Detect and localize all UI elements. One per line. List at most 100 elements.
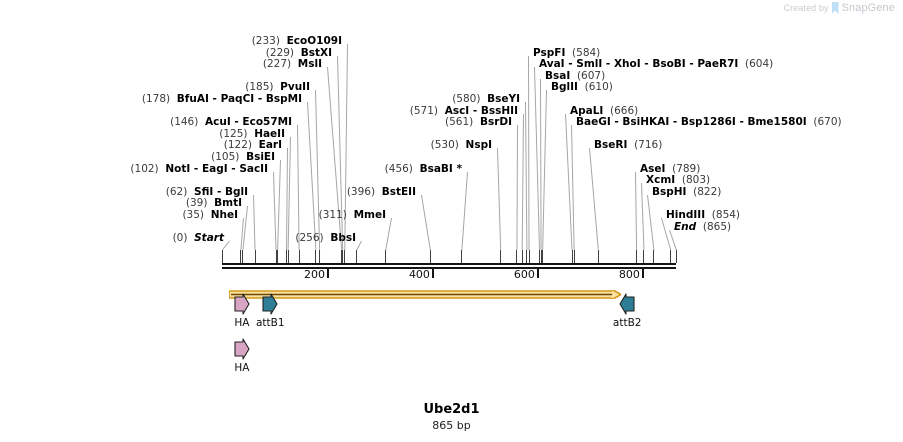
enzyme-position: (789) (672, 162, 701, 175)
ruler-tick-label: 800 (618, 268, 640, 281)
ruler-tick (431, 269, 434, 278)
enzyme-name: BsaBI * (419, 162, 462, 175)
enzyme-position: (311) (318, 209, 347, 221)
enzyme-label[interactable]: (122) EarI (224, 139, 282, 151)
enzyme-label[interactable]: (530) NspI (431, 139, 492, 151)
feature-label: attB2 (612, 317, 642, 329)
sequence-length: 865 bp (432, 419, 471, 432)
feature-arrow-ha[interactable] (234, 338, 250, 360)
enzyme-label[interactable]: End (865) (674, 221, 731, 233)
enzyme-label[interactable]: (178) BfuAI - PaqCI - BspMI (141, 93, 302, 105)
cut-site-tick (653, 250, 655, 263)
cut-site-tick (242, 250, 244, 263)
enzyme-position: (35) (182, 209, 205, 221)
feature-arrow-ha[interactable] (234, 293, 250, 315)
enzyme-name: SacII (239, 162, 268, 175)
feature-arrow-attb2[interactable] (619, 293, 635, 315)
enzyme-label[interactable]: (185) PvuII (245, 81, 310, 93)
enzyme-label[interactable]: (396) BstEII (347, 186, 416, 198)
enzyme-label[interactable]: (227) MslI (263, 58, 322, 70)
cut-site-tick (356, 250, 358, 263)
enzyme-label[interactable]: (311) MmeI (319, 209, 386, 221)
enzyme-position: (125) (219, 127, 248, 140)
backbone-line-bottom (222, 267, 676, 269)
enzyme-label[interactable]: (0) Start (173, 232, 224, 244)
enzyme-name: SmlI (576, 58, 603, 71)
cut-site-tick (500, 250, 502, 263)
enzyme-label[interactable]: BseRI (716) (594, 139, 662, 151)
enzyme-position: (865) (702, 220, 732, 233)
leader-line (385, 217, 392, 251)
enzyme-label[interactable]: (62) SfiI - BglI (165, 185, 248, 198)
enzyme-name: XhoI (613, 58, 641, 71)
ruler-tick (641, 269, 644, 278)
enzyme-name: BsiHKAI (622, 116, 670, 129)
enzyme-name: PvuII (280, 81, 310, 94)
enzyme-name: BssHII (480, 104, 518, 117)
cut-site-tick (516, 250, 518, 263)
leader-line (635, 171, 638, 250)
leader-line (242, 206, 248, 251)
ruler-tick-label: 400 (408, 268, 430, 281)
enzyme-label[interactable]: (125) HaeII (219, 128, 285, 140)
enzyme-name: BstEII (381, 185, 416, 198)
enzyme-name: XcmI (646, 174, 676, 187)
leader-line (521, 113, 524, 250)
enzyme-label[interactable]: (39) BmtI (186, 197, 242, 209)
enzyme-label[interactable]: (571) AscI - BssHII (409, 104, 518, 117)
cut-site-tick (222, 250, 223, 263)
cut-site-tick (429, 250, 431, 263)
enzyme-label[interactable]: (105) BsiEI (211, 151, 275, 163)
enzyme-label[interactable]: BspHI (822) (652, 186, 721, 198)
enzyme-label[interactable]: (102) NotI - EagI - SacII (130, 162, 268, 175)
enzyme-label[interactable]: ApaLI (666) (570, 105, 638, 117)
enzyme-name: EagI (201, 162, 228, 175)
enzyme-label[interactable]: (456) BsaBI * (385, 163, 462, 175)
cut-site-tick (542, 250, 544, 263)
enzyme-name: BspHI (652, 185, 687, 198)
enzyme-name: BsaI (545, 69, 571, 82)
enzyme-label[interactable]: (146) AcuI - Eco57MI (170, 116, 292, 129)
enzyme-label[interactable]: BglII (610) (551, 81, 613, 93)
cut-site-tick (287, 250, 289, 263)
cut-site-tick (521, 250, 523, 263)
enzyme-name: HaeII (254, 127, 285, 140)
enzyme-label[interactable]: (580) BseYI (452, 93, 520, 105)
enzyme-position: (256) (295, 232, 324, 245)
enzyme-label[interactable]: (35) NheI (182, 209, 238, 221)
enzyme-position: (229) (265, 46, 295, 59)
backbone-line-top (222, 263, 676, 265)
enzyme-position: (716) (634, 139, 663, 152)
leader-line (540, 78, 542, 250)
enzyme-label[interactable]: HindIII (854) (666, 209, 740, 221)
cut-site-tick (254, 250, 256, 263)
enzyme-label[interactable]: (229) BstXI (266, 47, 332, 59)
enzyme-position: (146) (170, 116, 199, 129)
enzyme-position: (561) (445, 116, 474, 129)
enzyme-name: Bsp1286I (680, 116, 736, 129)
enzyme-name: ApaLI (570, 104, 604, 117)
enzyme-label[interactable]: XcmI (803) (646, 174, 710, 186)
enzyme-position: (39) (185, 197, 208, 210)
enzyme-position: (607) (576, 69, 606, 82)
feature-arrow-attb1[interactable] (262, 293, 278, 315)
cut-site-tick (670, 250, 672, 263)
enzyme-position: (185) (245, 81, 274, 94)
enzyme-label[interactable]: PspFI (584) (533, 47, 600, 59)
enzyme-label[interactable]: AvaI - SmlI - XhoI - BsoBI - PaeR7I (604… (539, 58, 774, 71)
enzyme-label[interactable]: (256) BbsI (295, 232, 356, 244)
enzyme-name: Start (194, 232, 224, 245)
leader-line (287, 136, 291, 251)
enzyme-name: HindIII (666, 209, 706, 221)
leader-line (356, 240, 362, 251)
leader-line (589, 148, 599, 251)
enzyme-name: AscI (444, 104, 470, 117)
enzyme-label[interactable]: AseI (789) (640, 163, 700, 175)
enzyme-position: (122) (223, 139, 252, 152)
orf-arrow[interactable] (228, 284, 622, 301)
enzyme-label[interactable]: (561) BsrDI (445, 116, 512, 128)
enzyme-label[interactable]: BaeGI - BsiHKAI - Bsp1286I - Bme1580I (6… (576, 116, 842, 129)
enzyme-position: (854) (711, 209, 741, 221)
enzyme-label[interactable]: (233) EcoO109I (252, 35, 342, 47)
enzyme-label[interactable]: BsaI (607) (545, 70, 605, 82)
